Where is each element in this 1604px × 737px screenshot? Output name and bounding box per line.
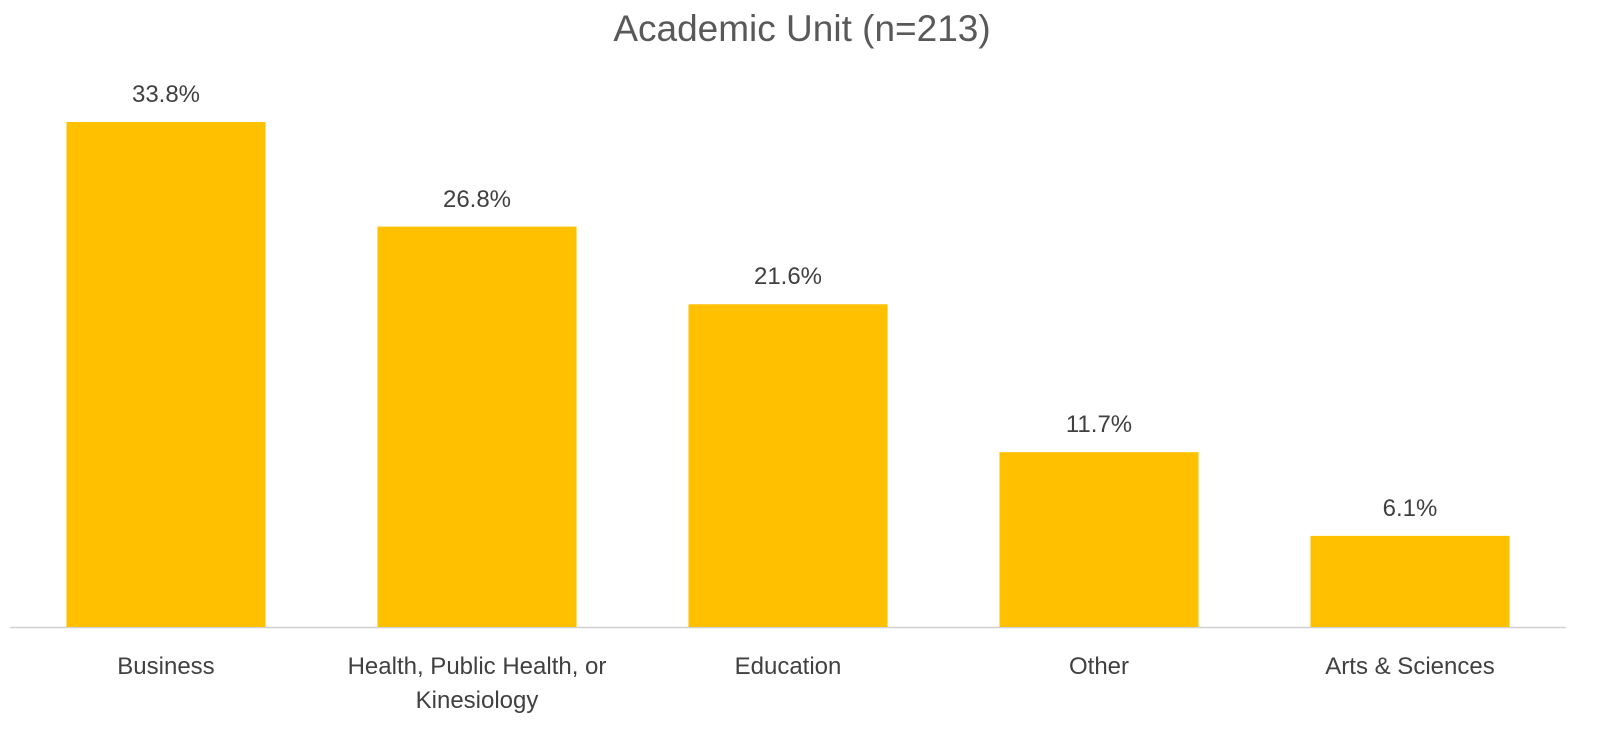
data-label: 33.8% xyxy=(131,81,201,108)
bar xyxy=(377,226,577,627)
bar xyxy=(999,452,1199,627)
bar xyxy=(66,122,266,627)
bar xyxy=(688,304,888,627)
x-tick-label: Health, Public Health, or Kinesiology xyxy=(347,653,607,714)
data-label: 26.8% xyxy=(442,185,512,213)
x-tick-label: Arts & Sciences xyxy=(1325,653,1495,680)
bar xyxy=(1310,535,1510,627)
chart-title: Academic Unit (n=213) xyxy=(613,8,991,49)
data-label: 21.6% xyxy=(753,263,823,291)
x-tick-label: Education xyxy=(734,653,842,680)
x-tick-label: Business xyxy=(117,653,215,680)
data-label: 6.1% xyxy=(1382,494,1438,522)
data-label: 11.7% xyxy=(1065,411,1133,439)
x-tick-label: Other xyxy=(1068,653,1130,680)
